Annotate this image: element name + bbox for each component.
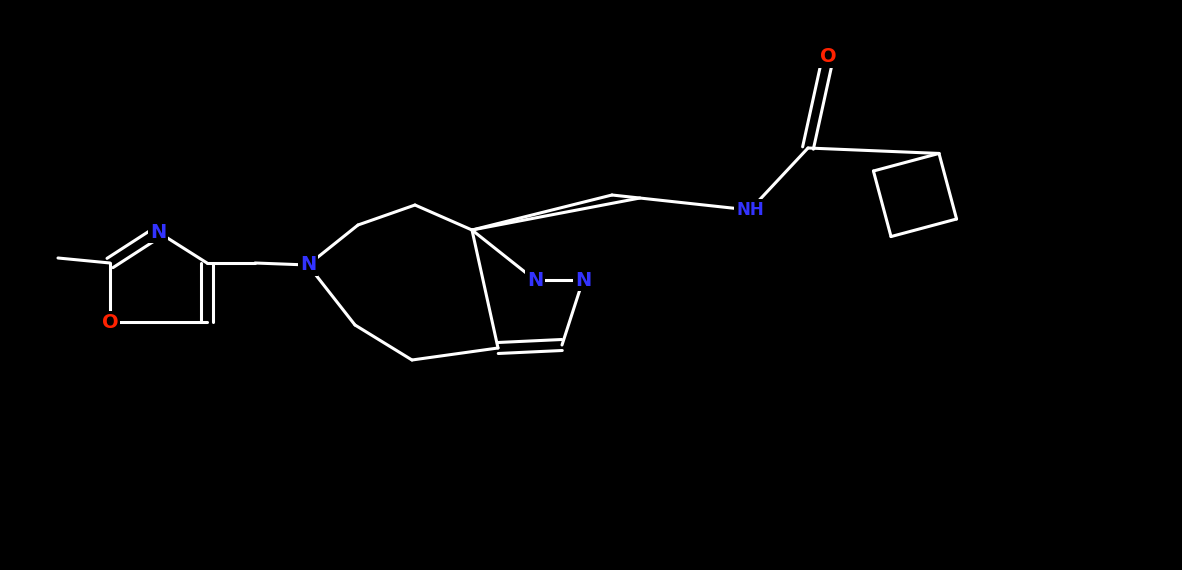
Text: O: O [102,312,118,332]
Text: N: N [300,255,316,275]
Text: N: N [150,222,167,242]
Text: N: N [527,271,543,290]
Text: O: O [819,47,837,67]
Text: N: N [574,271,591,290]
Text: NH: NH [736,201,764,219]
